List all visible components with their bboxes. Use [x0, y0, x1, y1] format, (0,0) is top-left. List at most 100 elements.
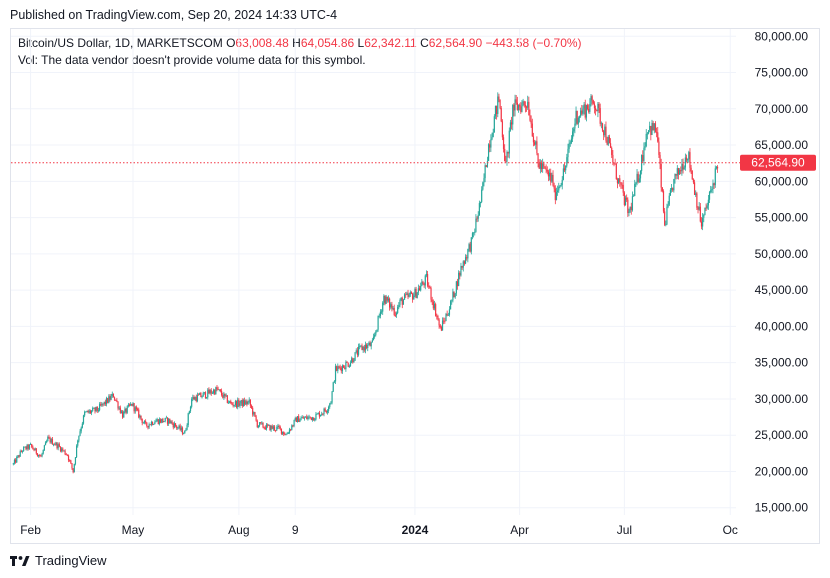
candle-body [687, 159, 689, 161]
candle-body [319, 414, 322, 417]
candle-body [584, 104, 586, 118]
candle-body [631, 196, 634, 210]
candle-body [163, 421, 165, 423]
candle-body [260, 422, 262, 424]
candle-body [630, 206, 632, 210]
candle-body [187, 413, 189, 426]
candle-body [412, 293, 414, 300]
candle-body [379, 311, 382, 316]
y-tick-label: 40,000.00 [755, 319, 809, 333]
candle-body [426, 274, 429, 286]
candle-body [447, 314, 449, 316]
candle-body [581, 110, 583, 114]
open-value: 63,008.48 [235, 36, 289, 50]
candle-body [264, 427, 266, 430]
candle-body [390, 304, 392, 308]
candle-body [632, 195, 635, 197]
candle-body [334, 366, 337, 382]
candle-body [52, 444, 55, 446]
candle-body [378, 315, 380, 317]
candle-body [174, 423, 177, 427]
candle-body [636, 173, 638, 183]
candle-body [103, 401, 105, 405]
candle-body [601, 123, 604, 131]
candle-body [189, 406, 192, 412]
candle-body [402, 299, 405, 305]
candle-body [96, 406, 98, 411]
candle-body [150, 421, 152, 425]
candle-body [242, 400, 245, 406]
candle-body [679, 170, 681, 175]
candle-body [645, 133, 647, 147]
candle-body [310, 417, 312, 421]
candle-body [696, 193, 698, 208]
candle-body [59, 446, 62, 452]
candle-body [364, 344, 367, 351]
candle-body [87, 410, 89, 413]
candle-body [279, 427, 281, 429]
candle-body [147, 425, 149, 428]
candle-body [202, 393, 204, 397]
candle-body [309, 416, 311, 418]
candle-body [101, 403, 103, 406]
candle-body [695, 193, 697, 195]
candle-body [295, 417, 297, 422]
candle-body [395, 312, 398, 315]
candle-body [262, 422, 264, 428]
candle-body [708, 191, 711, 200]
candle-body [626, 197, 628, 200]
candle-body [317, 412, 319, 414]
candle-body [127, 404, 129, 407]
candle-body [50, 439, 52, 443]
candle-body [15, 459, 17, 463]
candle-body [450, 301, 452, 310]
candle-body [165, 417, 167, 419]
candle-body [538, 163, 540, 169]
candle-body [123, 411, 125, 418]
candle-body [230, 401, 232, 404]
candle-body [273, 426, 276, 431]
candle-body [443, 320, 445, 322]
candle-body [17, 455, 19, 457]
candle-body [42, 449, 44, 454]
candle-body [218, 389, 220, 391]
candle-body [172, 423, 174, 428]
candle-body [303, 417, 306, 419]
candle-body [400, 297, 402, 301]
candle-body [469, 244, 471, 252]
candle-body [46, 441, 48, 443]
candle-body [154, 422, 156, 425]
candle-body [489, 144, 491, 148]
candle-body [664, 211, 666, 225]
candle-body [156, 419, 158, 421]
candle-body [372, 336, 375, 341]
candle-body [614, 163, 616, 165]
candle-body [643, 147, 645, 161]
candle-body [283, 431, 285, 435]
candle-body [346, 362, 348, 364]
candle-body [199, 393, 201, 395]
candle-body [634, 183, 636, 196]
candle-body [265, 424, 268, 430]
candle-body [711, 189, 713, 191]
candle-body [141, 418, 143, 423]
candle-body [337, 366, 339, 371]
candle-body [637, 173, 639, 182]
candle-body [606, 140, 608, 145]
candle-body [387, 298, 390, 301]
tradingview-logo-icon [10, 555, 30, 566]
candle-body [530, 120, 532, 124]
chart-frame[interactable] [10, 28, 820, 544]
candle-body [133, 403, 135, 412]
candle-body [271, 425, 273, 429]
candle-body [531, 123, 533, 137]
candle-body [263, 427, 265, 429]
candle-body [237, 399, 239, 408]
candle-body [298, 416, 300, 423]
candle-body [707, 199, 709, 206]
candle-body [462, 261, 464, 268]
grid-lines [11, 29, 736, 515]
candle-body [234, 401, 237, 406]
candle-body [676, 168, 678, 176]
